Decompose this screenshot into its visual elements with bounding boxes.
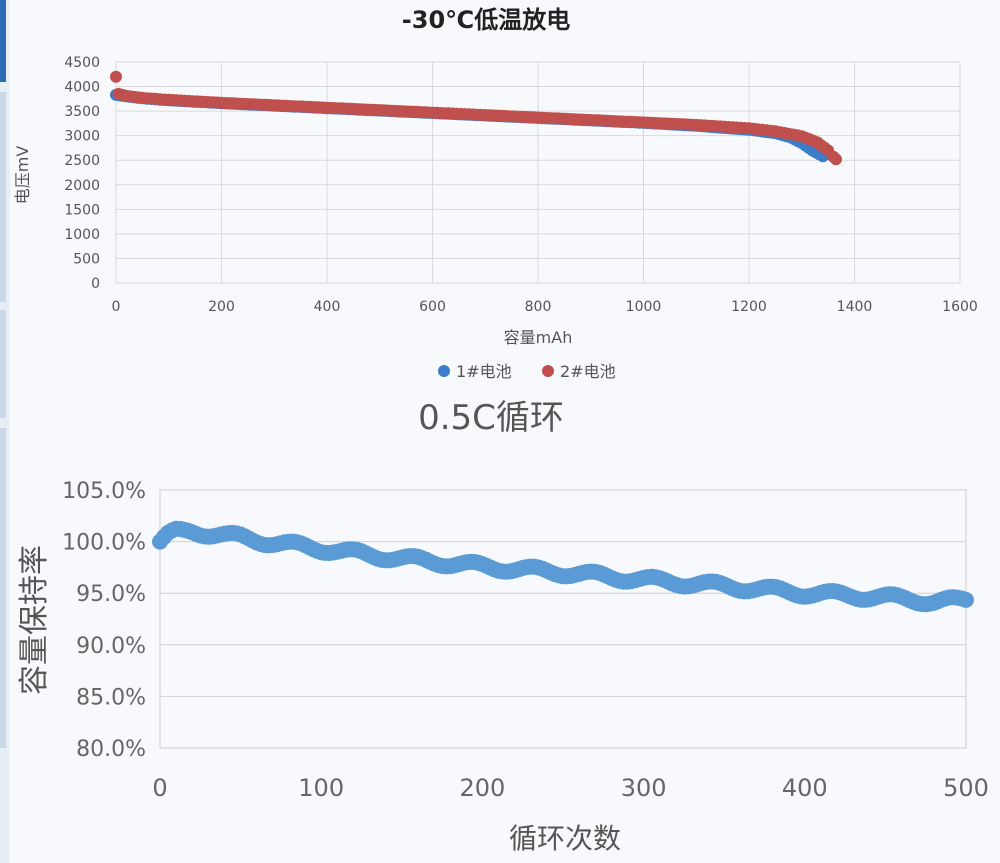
chart2-xaxis-label: 循环次数 <box>509 822 621 855</box>
chart2-xtick-label: 300 <box>621 774 667 802</box>
chart2-ytick-label: 95.0% <box>76 582 146 607</box>
chart2-ytick-label: 90.0% <box>76 634 146 659</box>
chart1-ytick-label: 4500 <box>64 55 100 71</box>
chart1-xtick-label: 400 <box>314 299 341 315</box>
chart1-ytick-label: 1000 <box>64 227 100 243</box>
chart2-yaxis-label: 容量保持率 <box>17 545 52 695</box>
chart2-ytick-label: 85.0% <box>76 685 146 710</box>
chart2-xtick-label: 500 <box>943 774 989 802</box>
chart1-ytick-label: 4000 <box>64 80 100 96</box>
chart1-ytick-label: 1500 <box>64 202 100 218</box>
chart1-ytick-label: 3500 <box>64 104 100 120</box>
chart2-xtick-label: 100 <box>298 774 344 802</box>
chart1-legend-marker <box>542 365 554 377</box>
accent-bar <box>0 428 6 748</box>
chart2-xtick-label: 400 <box>782 774 828 802</box>
chart1-ytick-label: 3000 <box>64 129 100 145</box>
chart2-ytick-label: 80.0% <box>76 737 146 762</box>
accent-bar <box>0 0 6 82</box>
chart1-ytick-label: 0 <box>91 276 100 292</box>
chart1-xtick-label: 800 <box>525 299 552 315</box>
chart1-legend-label: 1#电池 <box>456 362 512 381</box>
chart2-xtick-label: 0 <box>152 774 167 802</box>
chart2-ytick-label: 105.0% <box>62 479 146 504</box>
chart1-legend-marker <box>438 365 450 377</box>
chart2-ytick-label: 100.0% <box>62 531 146 556</box>
chart1-ytick-label: 2500 <box>64 153 100 169</box>
chart1-xtick-label: 200 <box>208 299 235 315</box>
left-accent-strip <box>0 0 10 863</box>
chart2-plot-border <box>159 489 967 749</box>
chart1-title: -30℃低温放电 <box>402 6 570 34</box>
chart1-legend-label: 2#电池 <box>560 362 616 381</box>
chart2-series-point <box>958 591 974 608</box>
chart1-xtick-label: 600 <box>419 299 446 315</box>
chart1-xtick-label: 1400 <box>837 299 873 315</box>
accent-bar <box>0 92 6 302</box>
chart2-title: 0.5C循环 <box>418 398 564 438</box>
chart1-xaxis-label: 容量mAh <box>504 328 573 347</box>
chart1-yaxis-label: 电压mV <box>13 146 32 205</box>
accent-bar <box>0 310 6 418</box>
chart1-xtick-label: 1200 <box>731 299 767 315</box>
chart1-ytick-label: 500 <box>73 251 100 267</box>
chart1-ytick-label: 2000 <box>64 178 100 194</box>
chart1-series2-point <box>830 153 842 166</box>
chart1-series2-point <box>110 70 122 83</box>
chart2-xtick-label: 200 <box>459 774 505 802</box>
chart1-xtick-label: 0 <box>112 299 121 315</box>
chart1-xtick-label: 1000 <box>626 299 662 315</box>
chart1-xtick-label: 1600 <box>942 299 978 315</box>
